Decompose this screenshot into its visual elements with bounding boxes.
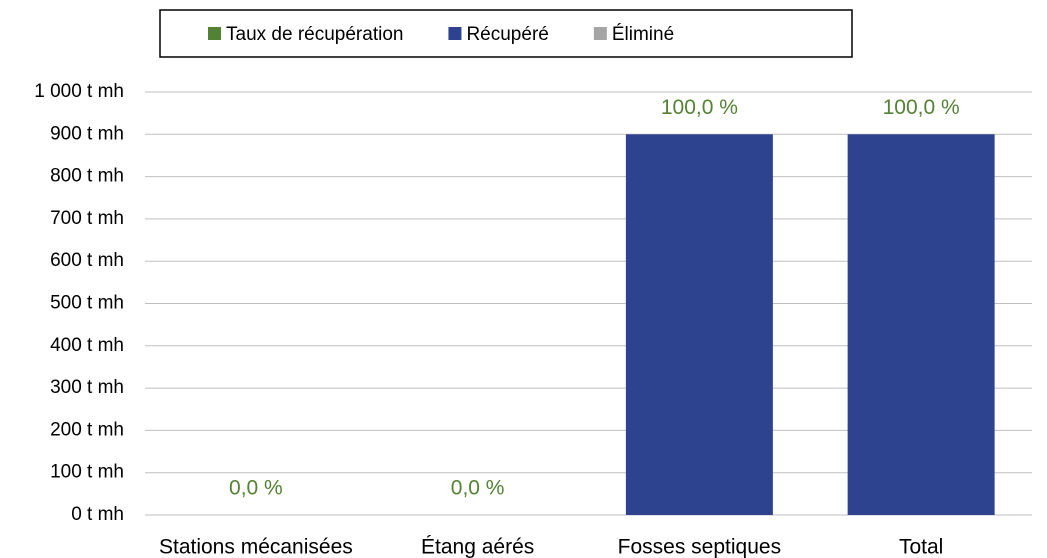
legend-swatch (593, 27, 607, 40)
y-tick-label: 900 t mh (50, 123, 124, 144)
legend-box (159, 9, 853, 58)
label-background (654, 94, 744, 123)
legend-label: Taux de récupération (226, 24, 403, 45)
bar (625, 134, 773, 516)
y-tick-label: 0 t mh (71, 504, 124, 525)
rate-label: 100,0 % (883, 96, 960, 119)
rate-label: 0,0 % (229, 477, 283, 500)
y-tick-label: 100 t mh (50, 462, 124, 483)
y-tick-label: 1 000 t mh (34, 81, 124, 102)
rate-label: 0,0 % (451, 477, 505, 500)
x-tick-label: Total (899, 536, 943, 558)
rate-label: 100,0 % (661, 96, 738, 119)
y-tick-label: 600 t mh (50, 250, 124, 271)
y-tick-label: 500 t mh (50, 293, 124, 314)
x-tick-label: Fosses septiques (618, 536, 781, 558)
legend-swatch (208, 27, 221, 40)
y-tick-label: 700 t mh (50, 208, 124, 229)
label-background (876, 94, 966, 123)
label-background (444, 475, 511, 503)
y-tick-label: 300 t mh (50, 377, 124, 398)
y-tick-label: 800 t mh (50, 166, 124, 187)
legend-label: Récupéré (466, 24, 548, 45)
legend-label: Éliminé (612, 24, 674, 45)
y-tick-label: 200 t mh (50, 419, 124, 440)
y-tick-label: 400 t mh (50, 335, 124, 356)
legend-swatch (448, 27, 462, 40)
bar (847, 134, 995, 516)
label-background (223, 475, 289, 503)
x-tick-label: Stations mécanisées (159, 536, 353, 558)
x-tick-label: Étang aérés (421, 536, 534, 558)
